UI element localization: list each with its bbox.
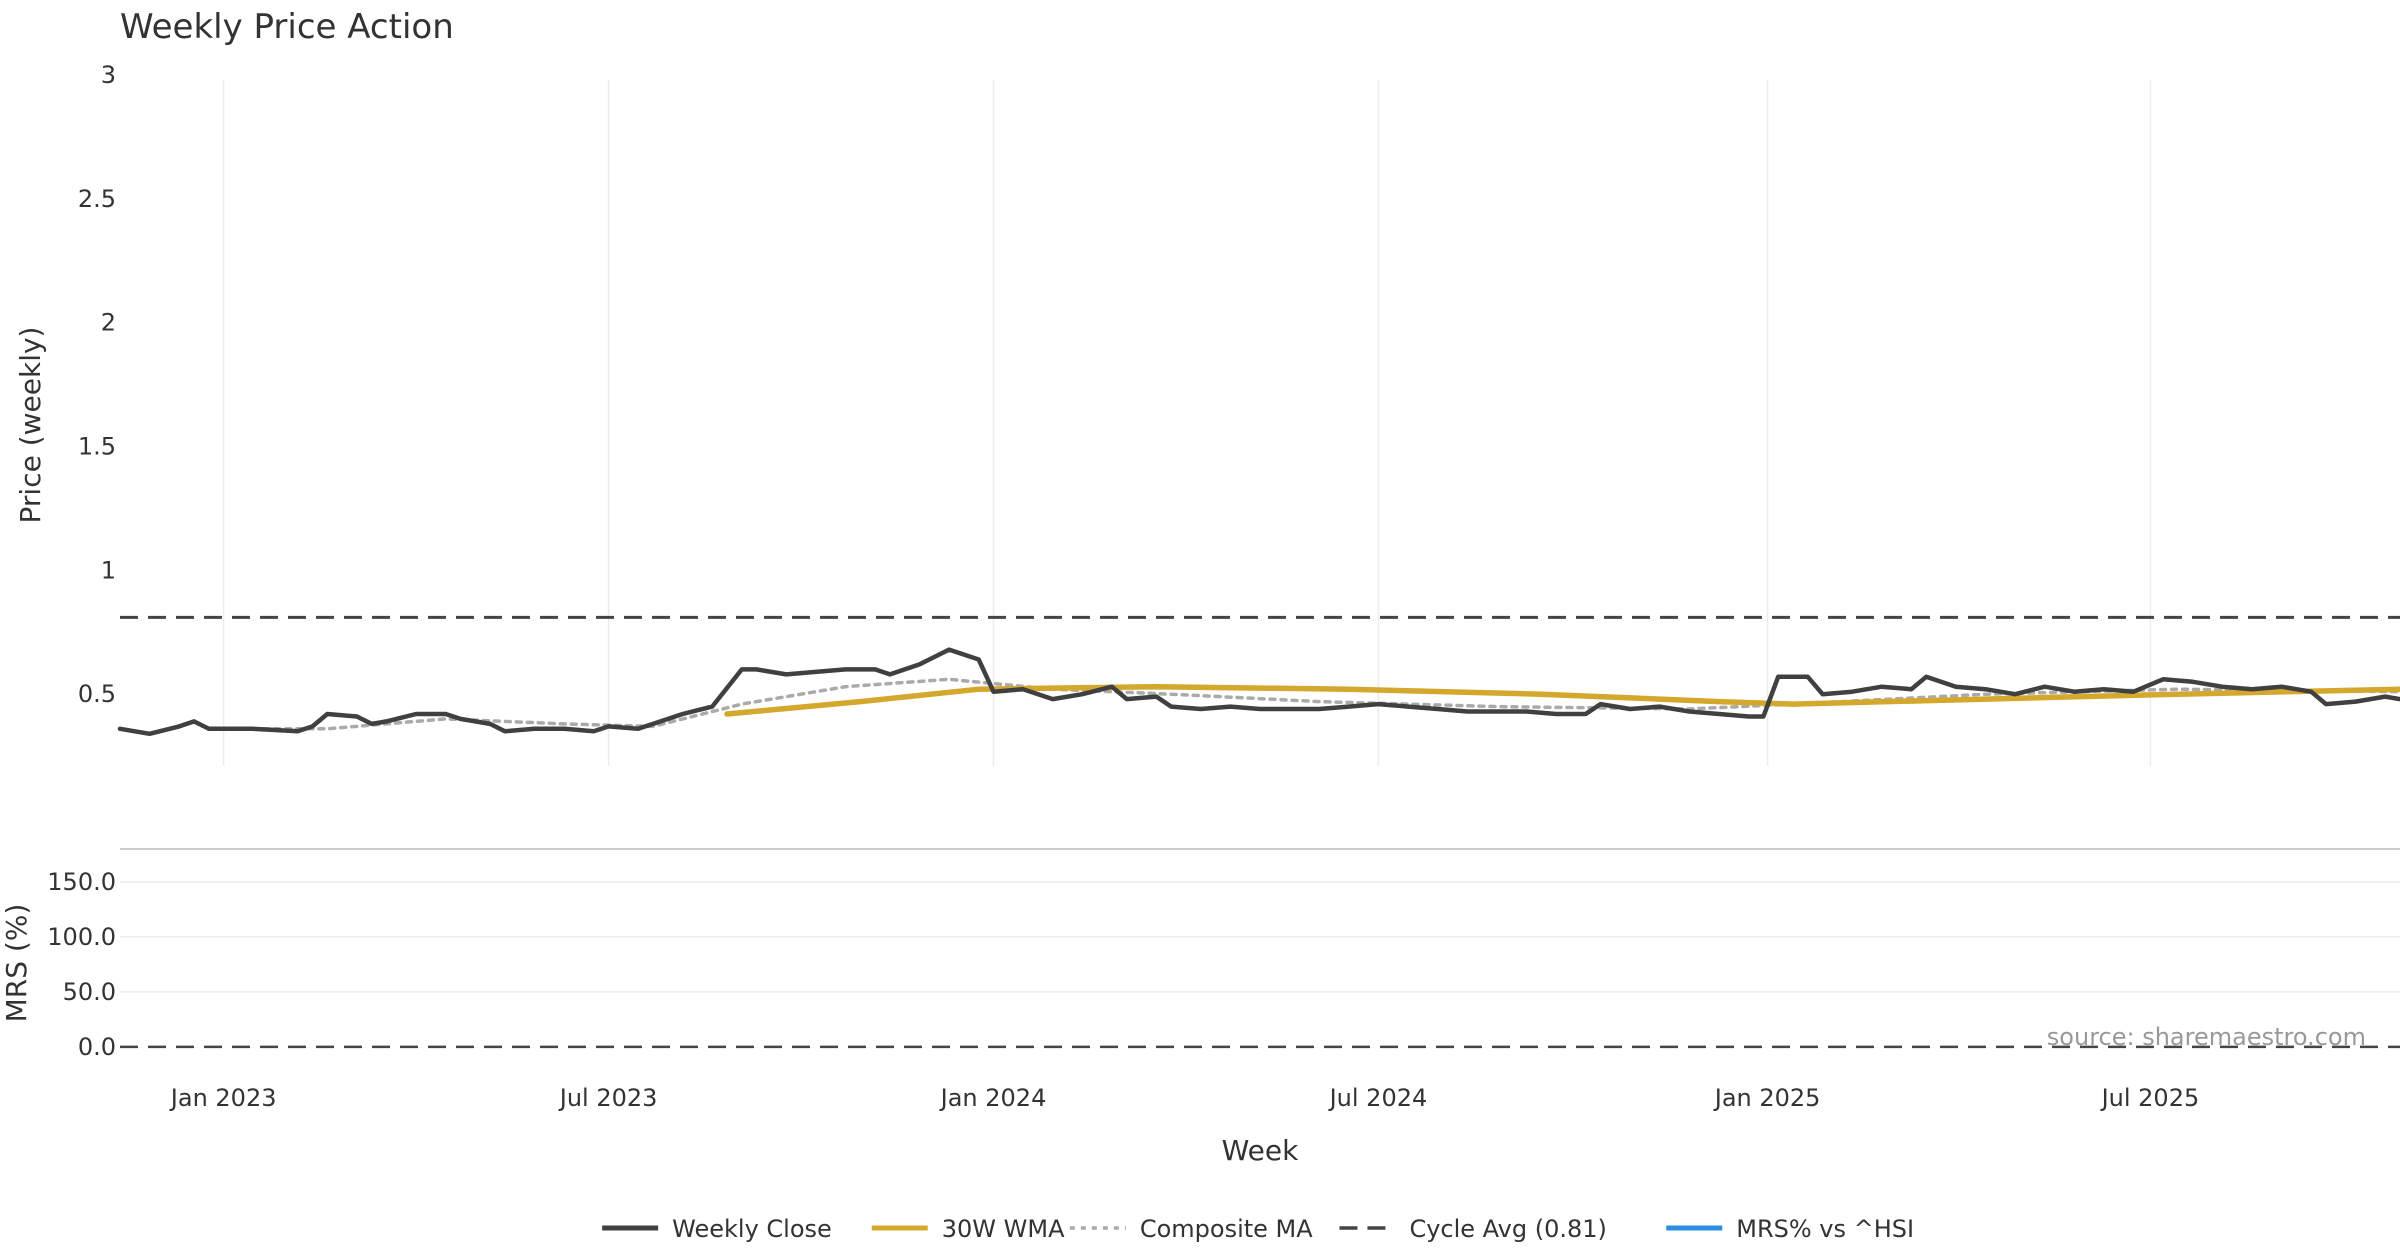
price-y-tick-2: 1.5 xyxy=(78,432,116,460)
x-tick-0: Jan 2023 xyxy=(169,1084,277,1112)
x-tick-3: Jul 2024 xyxy=(1328,1084,1428,1112)
legend-label-weekly-close: Weekly Close xyxy=(672,1215,832,1243)
x-tick-2: Jan 2024 xyxy=(939,1084,1047,1112)
x-axis-label: Week xyxy=(1222,1134,1299,1167)
price-y-axis-label: Price (weekly) xyxy=(14,327,47,524)
x-tick-1: Jul 2023 xyxy=(558,1084,658,1112)
price-y-tick-0: 0.5 xyxy=(78,680,116,708)
mrs-y-axis-label: MRS (%) xyxy=(0,904,33,1023)
mrs-gridlines xyxy=(120,881,2400,993)
legend-label-cycle-avg-0-81: Cycle Avg (0.81) xyxy=(1409,1215,1606,1243)
price-y-tick-1: 1 xyxy=(101,556,116,584)
source-note: source: sharemaestro.com xyxy=(2047,1023,2366,1051)
30w-wma-line xyxy=(724,683,2400,717)
legend: Weekly Close 30W WMA Composite MA Cycle Avg… xyxy=(602,1215,1914,1243)
price-y-tick-4: 2.5 xyxy=(78,185,116,213)
mrs-y-tick-0: 0.0 xyxy=(78,1033,116,1061)
x-tick-5: Jul 2025 xyxy=(2100,1084,2200,1112)
legend-label-composite-ma: Composite MA xyxy=(1140,1215,1313,1243)
price-y-ticks: 0.5 1 1.5 2 2.5 3 xyxy=(78,61,116,708)
mrs-y-tick-1: 50.0 xyxy=(63,978,116,1006)
legend-label-30w-wma: 30W WMA xyxy=(942,1215,1065,1243)
mrs-y-tick-2: 100.0 xyxy=(47,923,116,951)
price-y-tick-5: 3 xyxy=(101,61,116,89)
x-tick-4: Jan 2025 xyxy=(1713,1084,1821,1112)
legend-label-mrs-vs-hsi: MRS% vs ^HSI xyxy=(1736,1215,1914,1243)
weekly-close-line xyxy=(117,647,2400,737)
mrs-y-ticks: 0.0 50.0 100.0 150.0 xyxy=(47,868,116,1061)
price-gridlines xyxy=(222,80,2152,766)
x-tick-labels: Jan 2023 Jul 2023 Jan 2024 Jul 2024 Jan 2025… xyxy=(169,1084,2199,1112)
mrs-y-tick-3: 150.0 xyxy=(47,868,116,896)
price-series-group xyxy=(117,615,2400,737)
chart-title: Weekly Price Action xyxy=(120,7,454,47)
price-y-tick-3: 2 xyxy=(101,309,116,337)
